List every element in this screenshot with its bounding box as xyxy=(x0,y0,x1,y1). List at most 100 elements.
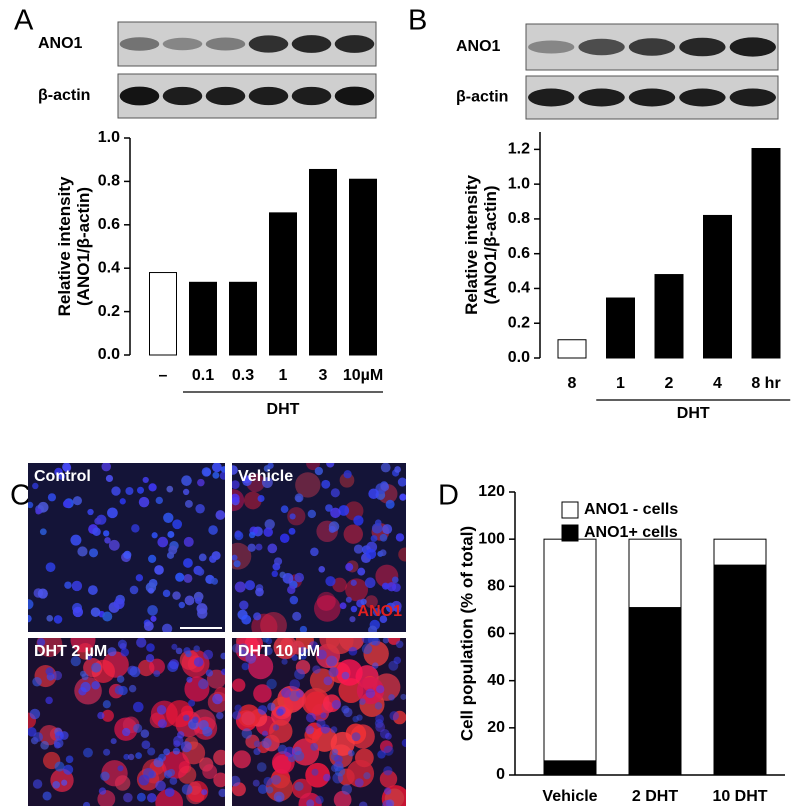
blot-band xyxy=(291,86,332,106)
blot-band xyxy=(628,88,676,107)
nucleus xyxy=(233,560,241,568)
y-axis-label: Relative intensity xyxy=(462,175,481,315)
nucleus xyxy=(257,784,268,794)
y-axis-label: Relative intensity xyxy=(55,176,74,316)
blot-band xyxy=(334,86,375,106)
nucleus xyxy=(127,753,135,761)
y-tick-label: 100 xyxy=(478,530,505,547)
blot-band xyxy=(679,37,726,57)
nucleus xyxy=(177,731,185,739)
nucleus xyxy=(282,572,294,584)
nucleus xyxy=(397,477,406,487)
nucleus xyxy=(62,463,71,472)
nucleus xyxy=(194,596,203,604)
nucleus xyxy=(287,585,296,595)
y-tick-label: 60 xyxy=(487,625,505,642)
nucleus xyxy=(253,748,261,756)
nucleus xyxy=(330,507,341,519)
nucleus xyxy=(379,533,388,542)
nucleus xyxy=(361,643,373,655)
nucleus xyxy=(88,548,99,558)
nucleus xyxy=(326,655,338,667)
nucleus xyxy=(153,670,161,677)
cell-body xyxy=(246,473,265,493)
nucleus xyxy=(321,479,331,489)
nucleus xyxy=(196,567,205,576)
nucleus xyxy=(102,611,113,622)
bar xyxy=(557,339,587,359)
nucleus xyxy=(181,784,193,795)
nucleus xyxy=(189,721,197,729)
nucleus xyxy=(143,621,154,632)
y-tick-label: 80 xyxy=(487,578,505,595)
nucleus xyxy=(299,625,308,632)
nucleus xyxy=(331,699,342,710)
y-tick-label: 40 xyxy=(487,672,505,689)
blot-band xyxy=(248,86,289,106)
nucleus xyxy=(232,554,238,561)
nucleus xyxy=(91,680,100,690)
nucleus xyxy=(310,547,319,557)
nucleus xyxy=(350,605,358,613)
cells xyxy=(232,638,406,806)
nucleus xyxy=(65,755,74,764)
nucleus xyxy=(111,486,121,496)
cell-body xyxy=(243,491,262,510)
nucleus xyxy=(42,791,52,801)
nucleus xyxy=(198,553,207,562)
x-tick-label: 10µM xyxy=(343,367,383,384)
nucleus xyxy=(305,712,316,723)
nucleus xyxy=(244,580,255,591)
cell-body xyxy=(316,591,336,611)
nucleus xyxy=(255,543,263,551)
stain-label: ANO1 xyxy=(358,603,403,620)
panel-letter: D xyxy=(438,480,459,512)
nucleus xyxy=(383,745,394,756)
nucleus xyxy=(371,638,381,646)
cell-body xyxy=(298,792,322,806)
nucleus xyxy=(97,711,105,720)
cells xyxy=(232,463,406,632)
blot-band xyxy=(119,37,160,51)
nucleus xyxy=(379,615,388,624)
cell-body xyxy=(365,595,378,609)
nucleus xyxy=(312,665,321,674)
nucleus xyxy=(357,567,366,576)
nucleus xyxy=(125,486,134,495)
blot-band xyxy=(628,38,676,56)
nucleus xyxy=(274,557,283,566)
nucleus xyxy=(234,531,244,541)
cells xyxy=(28,463,225,632)
nucleus xyxy=(39,528,47,536)
nucleus xyxy=(289,513,296,520)
nucleus xyxy=(372,608,381,617)
nucleus xyxy=(232,775,241,787)
nucleus xyxy=(341,671,350,680)
nucleus xyxy=(294,572,305,583)
nucleus xyxy=(180,741,192,753)
nucleus xyxy=(122,727,131,737)
bar-segment xyxy=(713,564,767,776)
nucleus xyxy=(247,543,256,552)
blot-band xyxy=(205,86,246,106)
nucleus xyxy=(261,477,273,488)
micrograph-label: Control xyxy=(34,468,91,485)
nucleus xyxy=(90,607,101,617)
y-tick-label: 0.6 xyxy=(508,245,530,262)
nucleus xyxy=(32,482,39,490)
nucleus xyxy=(62,499,72,509)
bar xyxy=(349,178,377,356)
nucleus xyxy=(388,660,399,671)
nucleus xyxy=(102,700,111,709)
nucleus xyxy=(328,525,336,533)
nucleus xyxy=(380,463,391,473)
nucleus xyxy=(215,510,225,520)
nucleus xyxy=(205,669,214,677)
nucleus xyxy=(72,606,84,618)
nucleus xyxy=(151,532,158,539)
nucleus xyxy=(52,781,61,789)
nucleus xyxy=(45,696,53,705)
x-tick-label: 8 xyxy=(568,375,577,392)
cell-body xyxy=(244,638,263,653)
nucleus xyxy=(377,750,386,759)
